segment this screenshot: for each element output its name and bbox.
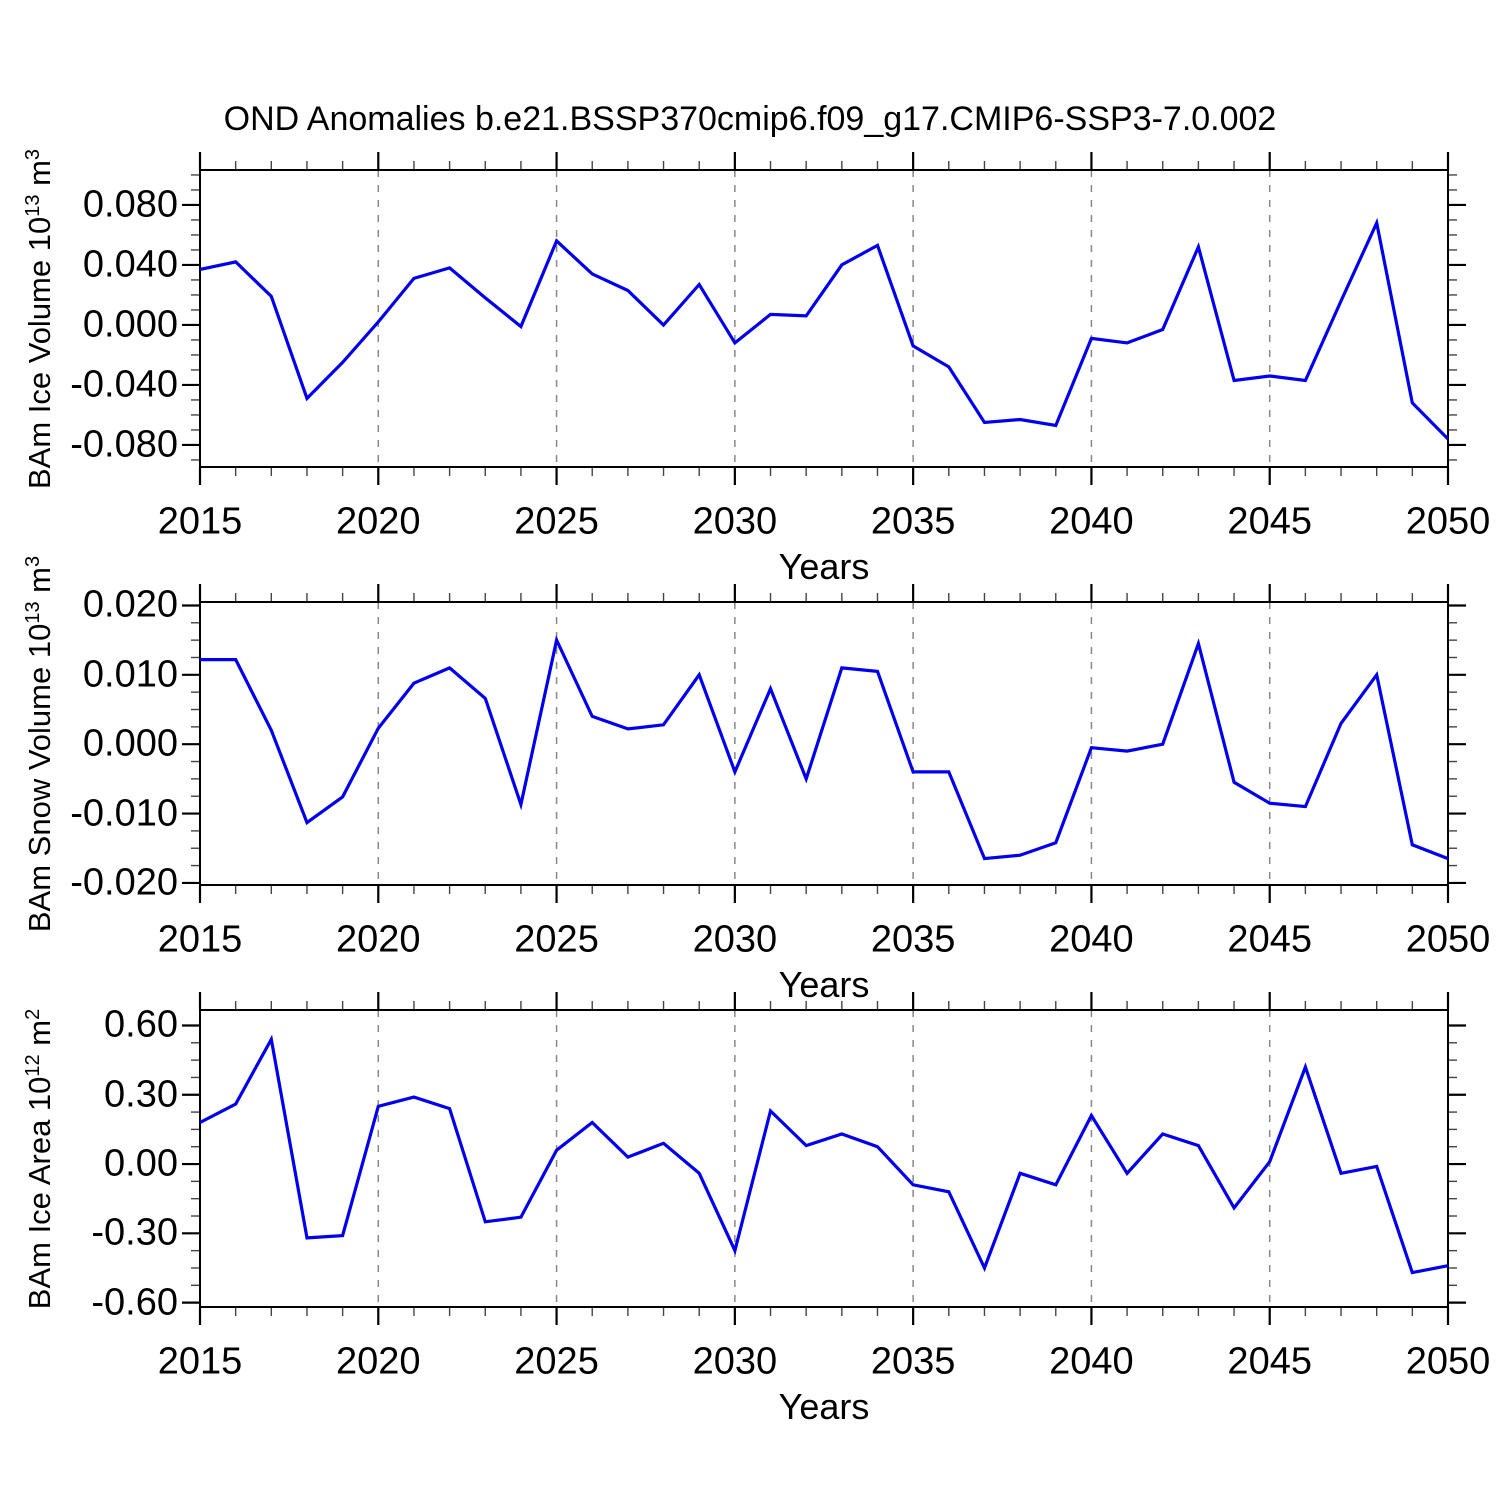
y-axis-title-exponent: 12: [21, 1053, 44, 1077]
y-axis-title-text: BAm Snow Volume 10: [22, 623, 58, 932]
x-tick-label: 2030: [692, 500, 778, 543]
y-axis-title-bam-ice-volume: BAm Ice Volume 1013 m3: [22, 148, 58, 488]
x-tick-label: 2040: [1049, 500, 1134, 543]
y-axis-title-text: m: [22, 159, 58, 195]
data-line-bam-snow-volume: [200, 635, 1449, 861]
y-tick-label: 0.000: [82, 722, 178, 765]
y-tick-label: 0.080: [82, 183, 178, 226]
y-tick-label: 0.040: [82, 243, 178, 286]
x-tick-label: 2035: [870, 1340, 956, 1383]
data-line-bam-ice-volume: [199, 217, 1450, 441]
panel-frame-bam-snow-volume: [199, 601, 1449, 886]
y-tick-label: -0.040: [70, 363, 178, 406]
y-axis-title-exponent: 13: [21, 600, 44, 624]
chart-title: OND Anomalies b.e21.BSSP370cmip6.f09_g17…: [223, 100, 1277, 138]
y-tick-label: 0.010: [82, 653, 178, 696]
x-tick-label: 2030: [692, 918, 778, 961]
x-tick-label: 2015: [157, 918, 243, 961]
x-tick-label: 2015: [157, 500, 243, 543]
x-tick-label: 2045: [1227, 918, 1312, 961]
y-tick-label: 0.30: [104, 1073, 178, 1116]
y-axis-title-exponent: 13: [21, 194, 44, 217]
panel-frame-bam-ice-area: [199, 1009, 1449, 1308]
x-tick-label: 2030: [692, 1340, 778, 1383]
x-tick-label: 2040: [1049, 918, 1134, 961]
x-tick-label: 2025: [514, 500, 599, 543]
x-tick-label: 2015: [157, 1340, 243, 1383]
y-axis-title-text: BAm Ice Area 10: [22, 1076, 58, 1309]
y-tick-label: 0.020: [82, 583, 178, 626]
x-tick-label: 2020: [336, 918, 421, 961]
y-tick-label: -0.010: [70, 792, 178, 835]
x-tick-label: 2050: [1405, 1340, 1491, 1383]
y-axis-title-exponent: 2: [21, 1008, 44, 1020]
y-axis-title-exponent: 3: [21, 555, 44, 567]
y-tick-label: 0.000: [82, 303, 178, 346]
x-tick-label: 2050: [1405, 918, 1491, 961]
y-tick-label: -0.60: [91, 1281, 178, 1324]
y-axis-title-text: BAm Ice Volume 10: [22, 216, 58, 489]
panel-frame-bam-ice-volume: [199, 169, 1449, 468]
x-tick-label: 2045: [1227, 1340, 1312, 1383]
x-tick-label: 2045: [1227, 500, 1312, 543]
y-tick-label: -0.080: [70, 423, 178, 466]
x-tick-label: 2020: [336, 1340, 421, 1383]
y-tick-label: -0.020: [70, 861, 178, 904]
x-axis-title: Years: [778, 1386, 870, 1427]
x-tick-label: 2025: [514, 1340, 599, 1383]
x-tick-label: 2040: [1049, 1340, 1134, 1383]
x-tick-label: 2020: [336, 500, 421, 543]
x-tick-label: 2035: [870, 918, 956, 961]
data-line-bam-ice-area: [199, 1034, 1449, 1275]
y-tick-label: -0.30: [91, 1211, 178, 1254]
x-tick-label: 2025: [514, 918, 599, 961]
x-tick-label: 2050: [1405, 500, 1491, 543]
x-tick-label: 2035: [870, 500, 956, 543]
y-axis-title-bam-ice-area: BAm Ice Area 1012 m2: [22, 1008, 58, 1308]
y-axis-title-exponent: 3: [21, 148, 44, 160]
y-axis-title-text: m: [22, 1019, 58, 1054]
y-axis-title-bam-snow-volume: BAm Snow Volume 1013 m3: [22, 555, 58, 931]
y-axis-title-text: m: [22, 566, 58, 601]
x-axis-title: Years: [778, 964, 870, 1005]
y-tick-label: 0.00: [104, 1142, 178, 1185]
x-axis-title: Years: [778, 546, 870, 587]
y-tick-label: 0.60: [104, 1003, 178, 1046]
